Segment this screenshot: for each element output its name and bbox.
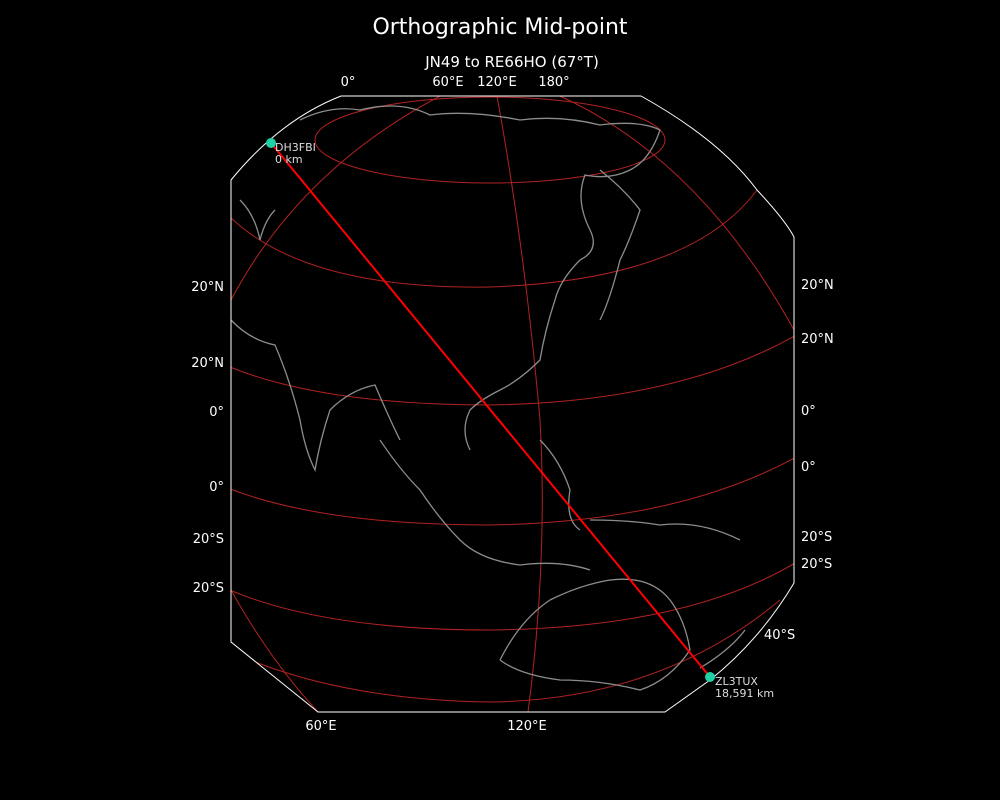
tick-label: 120°E xyxy=(477,75,517,90)
tick-label: 40°S xyxy=(764,628,795,643)
marker-end-distance: 18,591 km xyxy=(715,687,774,700)
tick-label: 20°S xyxy=(801,530,832,545)
tick-label: 20°N xyxy=(801,278,834,293)
tick-label: 0° xyxy=(209,405,224,420)
top-tick-labels: 0° 60°E 120°E 180° xyxy=(341,75,570,90)
globe xyxy=(231,96,794,712)
left-tick-labels: 20°N 20°N 0° 0° 20°S 20°S xyxy=(191,280,224,596)
tick-label: 120°E xyxy=(507,719,547,734)
graticule xyxy=(231,96,794,712)
marker-end[interactable] xyxy=(705,672,715,682)
marker-start-call: DH3FBI xyxy=(275,141,316,154)
tick-label: 20°N xyxy=(191,356,224,371)
tick-label: 20°N xyxy=(191,280,224,295)
tick-label: 60°E xyxy=(432,75,463,90)
great-circle-path xyxy=(270,142,711,678)
tick-label: 20°N xyxy=(801,332,834,347)
map-subtitle: JN49 to RE66HO (67°T) xyxy=(424,53,599,71)
tick-label: 20°S xyxy=(801,557,832,572)
marker-start[interactable] xyxy=(266,138,276,148)
map-title: Orthographic Mid-point xyxy=(372,15,627,40)
marker-end-call: ZL3TUX xyxy=(715,675,758,688)
tick-label: 180° xyxy=(538,75,569,90)
tick-label: 20°S xyxy=(193,532,224,547)
right-tick-labels: 20°N 20°N 0° 0° 20°S 20°S 40°S xyxy=(764,278,834,643)
tick-label: 60°E xyxy=(305,719,336,734)
tick-label: 0° xyxy=(801,460,816,475)
marker-start-distance: 0 km xyxy=(275,153,303,166)
tick-label: 20°S xyxy=(193,581,224,596)
globe-boundary xyxy=(230,95,795,713)
tick-label: 0° xyxy=(341,75,356,90)
tick-label: 0° xyxy=(209,480,224,495)
bottom-tick-labels: 60°E 120°E xyxy=(305,719,546,734)
tick-label: 0° xyxy=(801,404,816,419)
